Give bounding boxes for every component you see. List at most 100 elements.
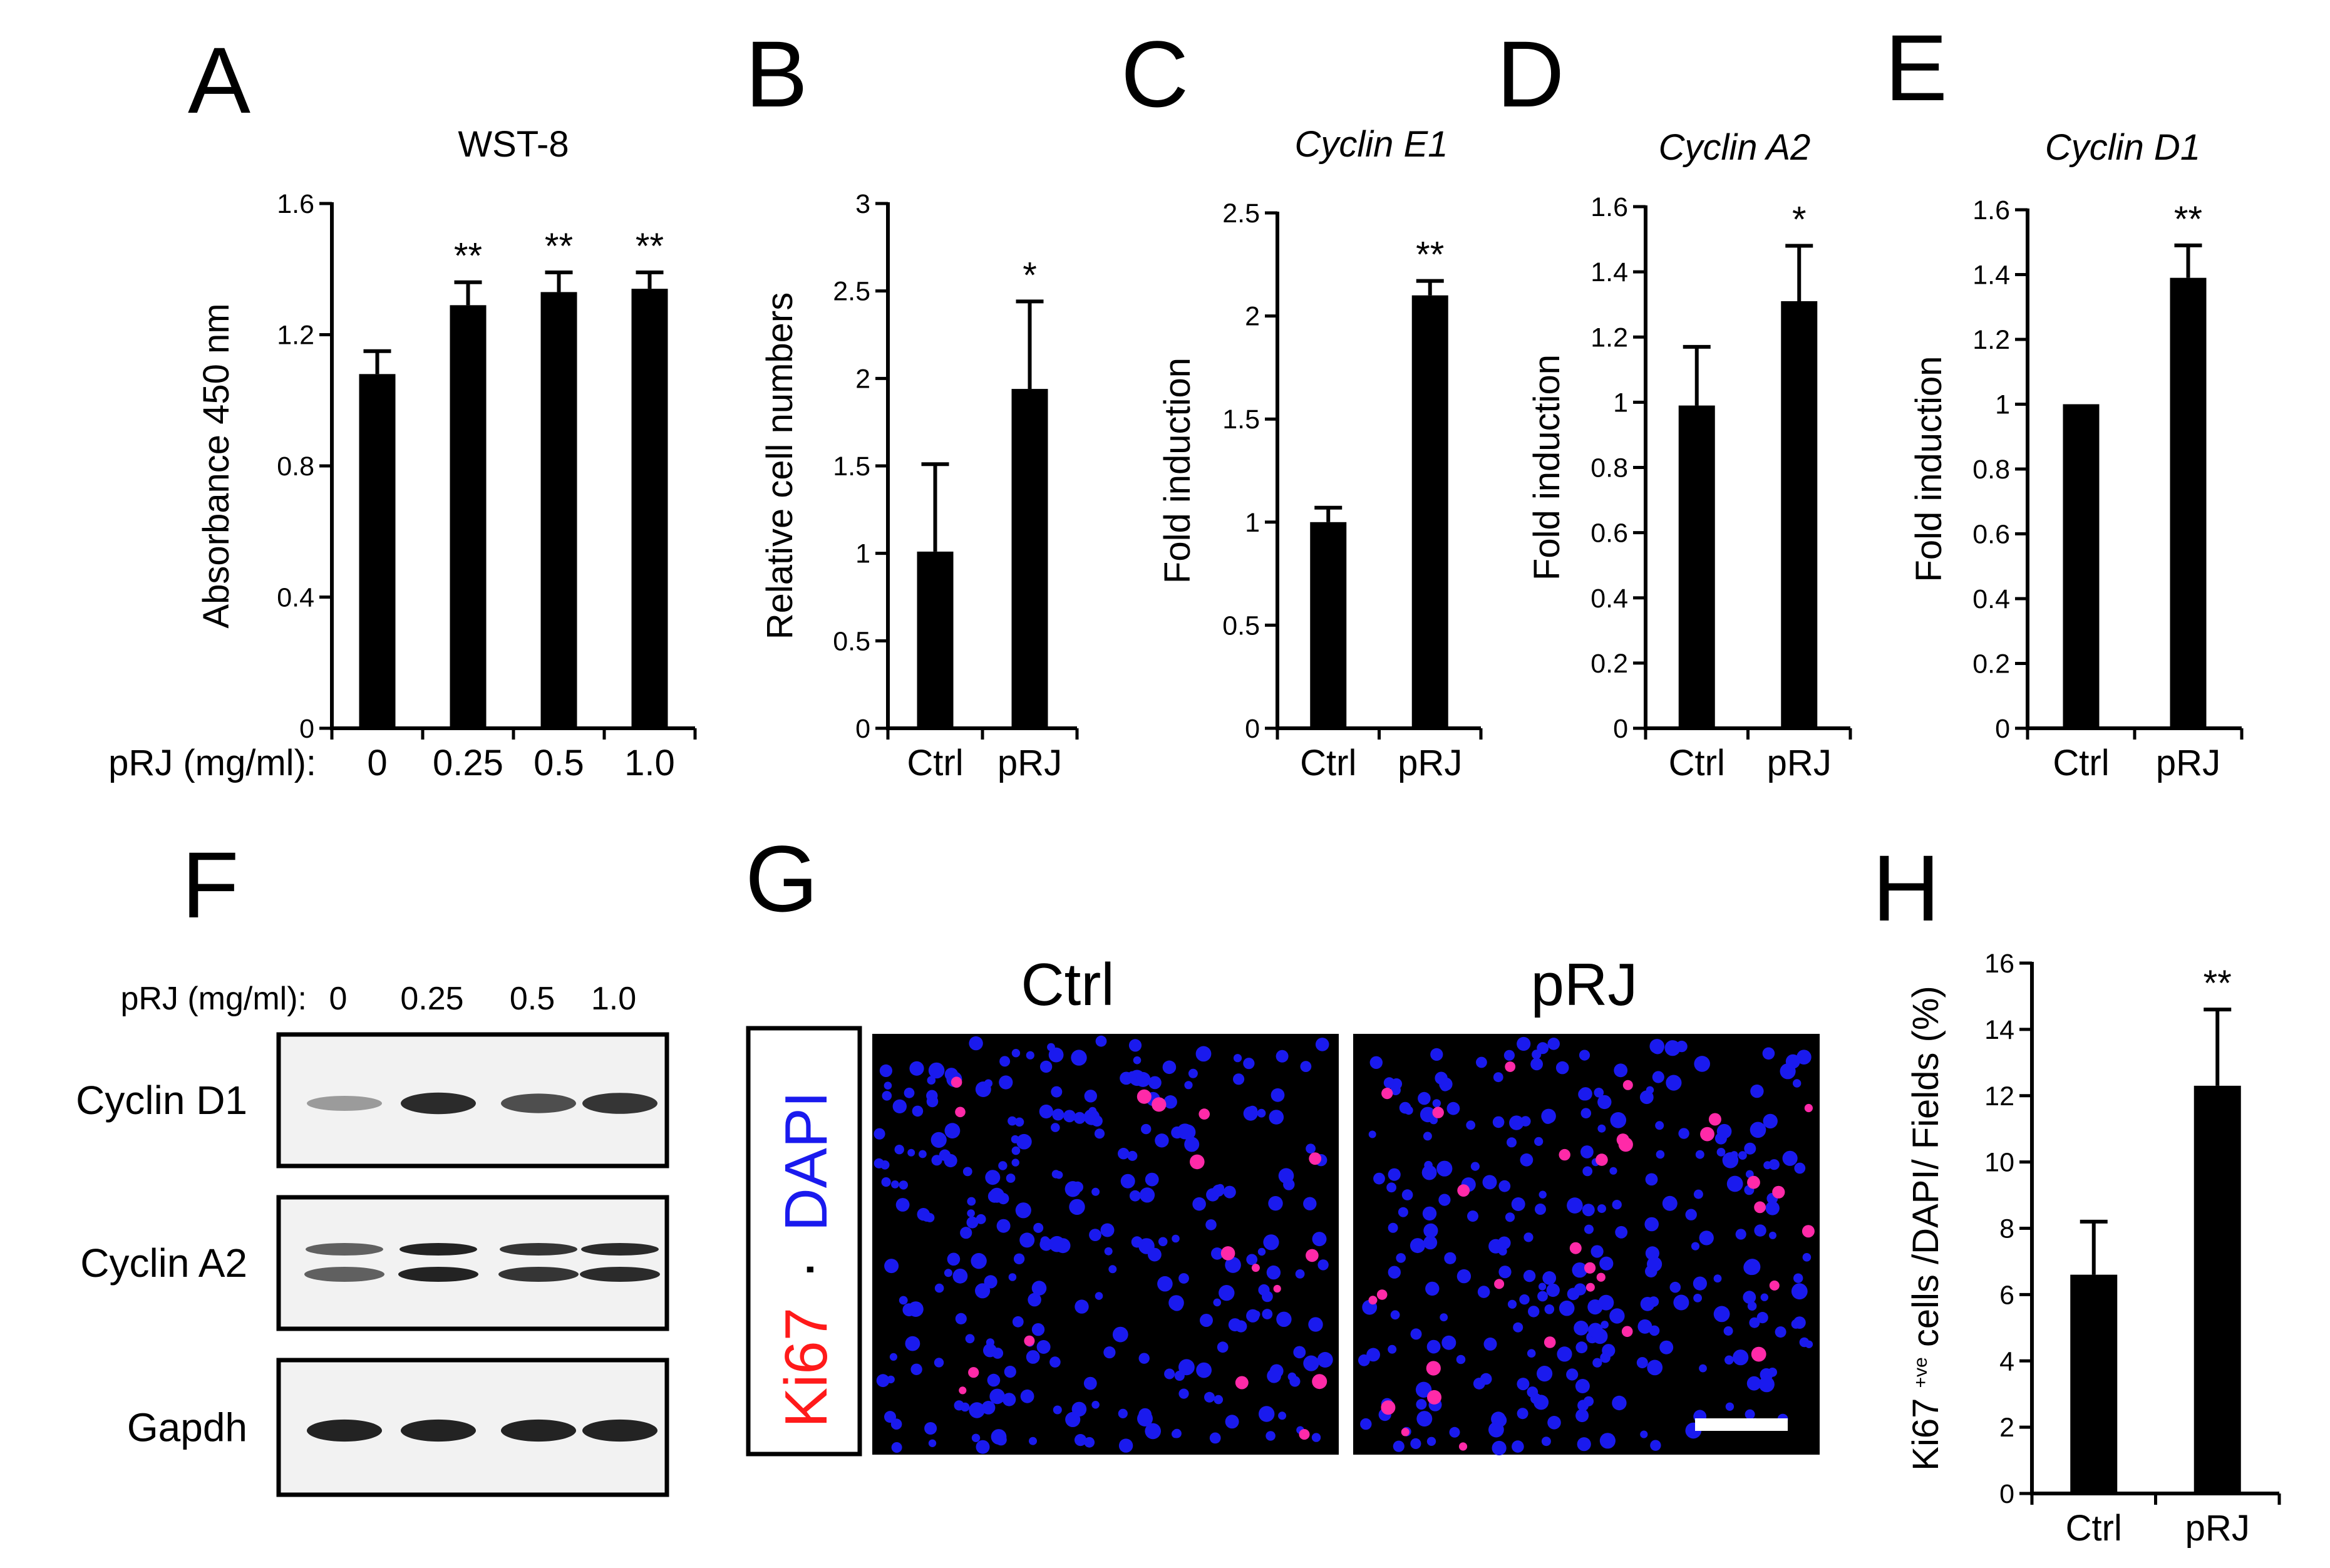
- dapi-nucleus: [1393, 1440, 1405, 1452]
- y-tick-label: 1.5: [1222, 405, 1260, 435]
- dapi-nucleus: [924, 1422, 937, 1435]
- dapi-nucleus: [1580, 1145, 1594, 1158]
- dapi-nucleus: [1594, 1088, 1604, 1098]
- dapi-nucleus: [1693, 1189, 1703, 1199]
- ki67-positive-cell: [1596, 1272, 1606, 1282]
- ki67-positive-cell: [1804, 1103, 1813, 1113]
- y-axis-label-superscript: +ve: [1910, 1357, 1931, 1388]
- y-tick-label: 0.8: [1972, 455, 2010, 485]
- dapi-nucleus: [1268, 1196, 1283, 1211]
- bar: [631, 289, 668, 728]
- y-tick-label: 0.6: [1590, 518, 1628, 549]
- dapi-nucleus: [1266, 1431, 1276, 1441]
- dapi-nucleus: [1416, 1399, 1427, 1410]
- dapi-nucleus: [1129, 1190, 1141, 1202]
- dapi-nucleus: [944, 1123, 961, 1139]
- blot-band: [581, 1243, 659, 1256]
- dapi-nucleus: [1131, 1236, 1143, 1248]
- ki67-positive-cell: [1401, 1428, 1410, 1436]
- dapi-nucleus: [1223, 1185, 1236, 1199]
- dapi-nucleus: [1765, 1201, 1780, 1215]
- dapi-nucleus: [1168, 1295, 1184, 1311]
- dapi-nucleus: [1118, 1148, 1130, 1160]
- category-label: pRJ: [2156, 743, 2220, 783]
- dapi-nucleus: [1386, 1182, 1397, 1193]
- dapi-nucleus: [1145, 1172, 1159, 1187]
- dapi-nucleus: [998, 1161, 1008, 1170]
- dapi-nucleus: [1754, 1224, 1766, 1237]
- dapi-nucleus: [1138, 1408, 1152, 1421]
- dapi-nucleus: [1750, 1122, 1766, 1138]
- stain-ki67-label: Ki67: [773, 1308, 840, 1428]
- chart-cyclin-e1: Cyclin E1 0 0.5 1 1.5 2 2.5 Ctrl ** pRJ Fold induc…: [1157, 124, 1483, 783]
- dapi-nucleus: [1036, 1340, 1051, 1354]
- dapi-nucleus: [1164, 1368, 1175, 1380]
- image-label-prj: pRJ: [1531, 951, 1638, 1018]
- dapi-nucleus: [1228, 1318, 1242, 1332]
- ki67-positive-cell: [1769, 1280, 1780, 1291]
- dapi-nucleus: [1791, 1283, 1808, 1300]
- fluorescence-images: Ki67 · DAPI Ctrl pRJ: [746, 951, 1820, 1457]
- dapi-nucleus: [1225, 1257, 1241, 1273]
- dapi-nucleus: [930, 1132, 947, 1148]
- dapi-nucleus: [1100, 1223, 1115, 1237]
- dapi-nucleus: [1636, 1357, 1648, 1369]
- category-label: 0: [367, 743, 387, 783]
- dapi-nucleus: [1723, 1326, 1733, 1336]
- dapi-nucleus: [1246, 1309, 1260, 1323]
- dapi-nucleus: [1095, 1035, 1107, 1047]
- dapi-nucleus: [1535, 1204, 1546, 1215]
- ki67-positive-cell: [1306, 1249, 1319, 1262]
- dapi-nucleus: [1691, 1242, 1700, 1251]
- dapi-nucleus: [1211, 1247, 1224, 1260]
- dapi-nucleus: [989, 1187, 1004, 1203]
- dapi-nucleus: [1051, 1170, 1061, 1179]
- dapi-nucleus: [1577, 1437, 1591, 1452]
- ki67-positive-cell: [1152, 1097, 1167, 1112]
- ki67-positive-cell: [1618, 1137, 1633, 1152]
- dapi-nucleus: [1547, 1416, 1561, 1430]
- dapi-nucleus: [1432, 1099, 1441, 1108]
- dapi-nucleus: [1775, 1326, 1786, 1338]
- panel-letter-e: E: [1885, 15, 1947, 120]
- dapi-nucleus: [1213, 1298, 1222, 1307]
- dapi-nucleus: [1262, 1309, 1273, 1319]
- dapi-nucleus: [1423, 1235, 1438, 1250]
- dapi-nucleus: [1011, 1146, 1021, 1155]
- category-label: pRJ: [1398, 743, 1462, 783]
- dapi-nucleus: [1592, 1358, 1602, 1368]
- ki67-positive-cell: [1747, 1175, 1760, 1189]
- bar: [2070, 1274, 2118, 1493]
- dapi-nucleus: [975, 1283, 991, 1299]
- dapi-nucleus: [1095, 1292, 1103, 1300]
- blot-band: [304, 1267, 384, 1282]
- ki67-positive-cell: [1381, 1088, 1393, 1100]
- dapi-nucleus: [1523, 1270, 1536, 1282]
- y-tick-label: 1.6: [1972, 195, 2010, 225]
- dapi-nucleus: [1579, 1050, 1590, 1061]
- stain-label: Ki67 · DAPI: [773, 1091, 840, 1428]
- dapi-nucleus: [902, 1303, 916, 1317]
- dapi-nucleus: [1512, 1440, 1524, 1453]
- ki67-positive-cell: [1772, 1185, 1785, 1199]
- dapi-nucleus: [1794, 1162, 1806, 1174]
- dapi-nucleus: [1436, 1160, 1453, 1177]
- dapi-nucleus: [1104, 1247, 1113, 1256]
- dapi-nucleus: [984, 1079, 992, 1088]
- dapi-nucleus: [1396, 1253, 1406, 1263]
- ki67-positive-cell: [1426, 1361, 1441, 1376]
- dapi-nucleus: [1694, 1056, 1710, 1072]
- bar: [917, 551, 954, 728]
- y-tick-label: 3: [855, 189, 870, 219]
- dapi-nucleus: [939, 1149, 951, 1161]
- dapi-nucleus: [1456, 1354, 1466, 1364]
- dapi-nucleus: [1655, 1121, 1664, 1130]
- dapi-nucleus: [1713, 1306, 1730, 1323]
- blot-dose-label: 1.0: [591, 981, 636, 1017]
- ki67-positive-cell: [1494, 1279, 1505, 1289]
- dapi-nucleus: [1133, 1056, 1142, 1065]
- dapi-nucleus: [1388, 1168, 1401, 1181]
- y-tick-label: 1.4: [1590, 257, 1628, 287]
- dapi-nucleus: [962, 1167, 972, 1177]
- dapi-nucleus: [1440, 1313, 1448, 1322]
